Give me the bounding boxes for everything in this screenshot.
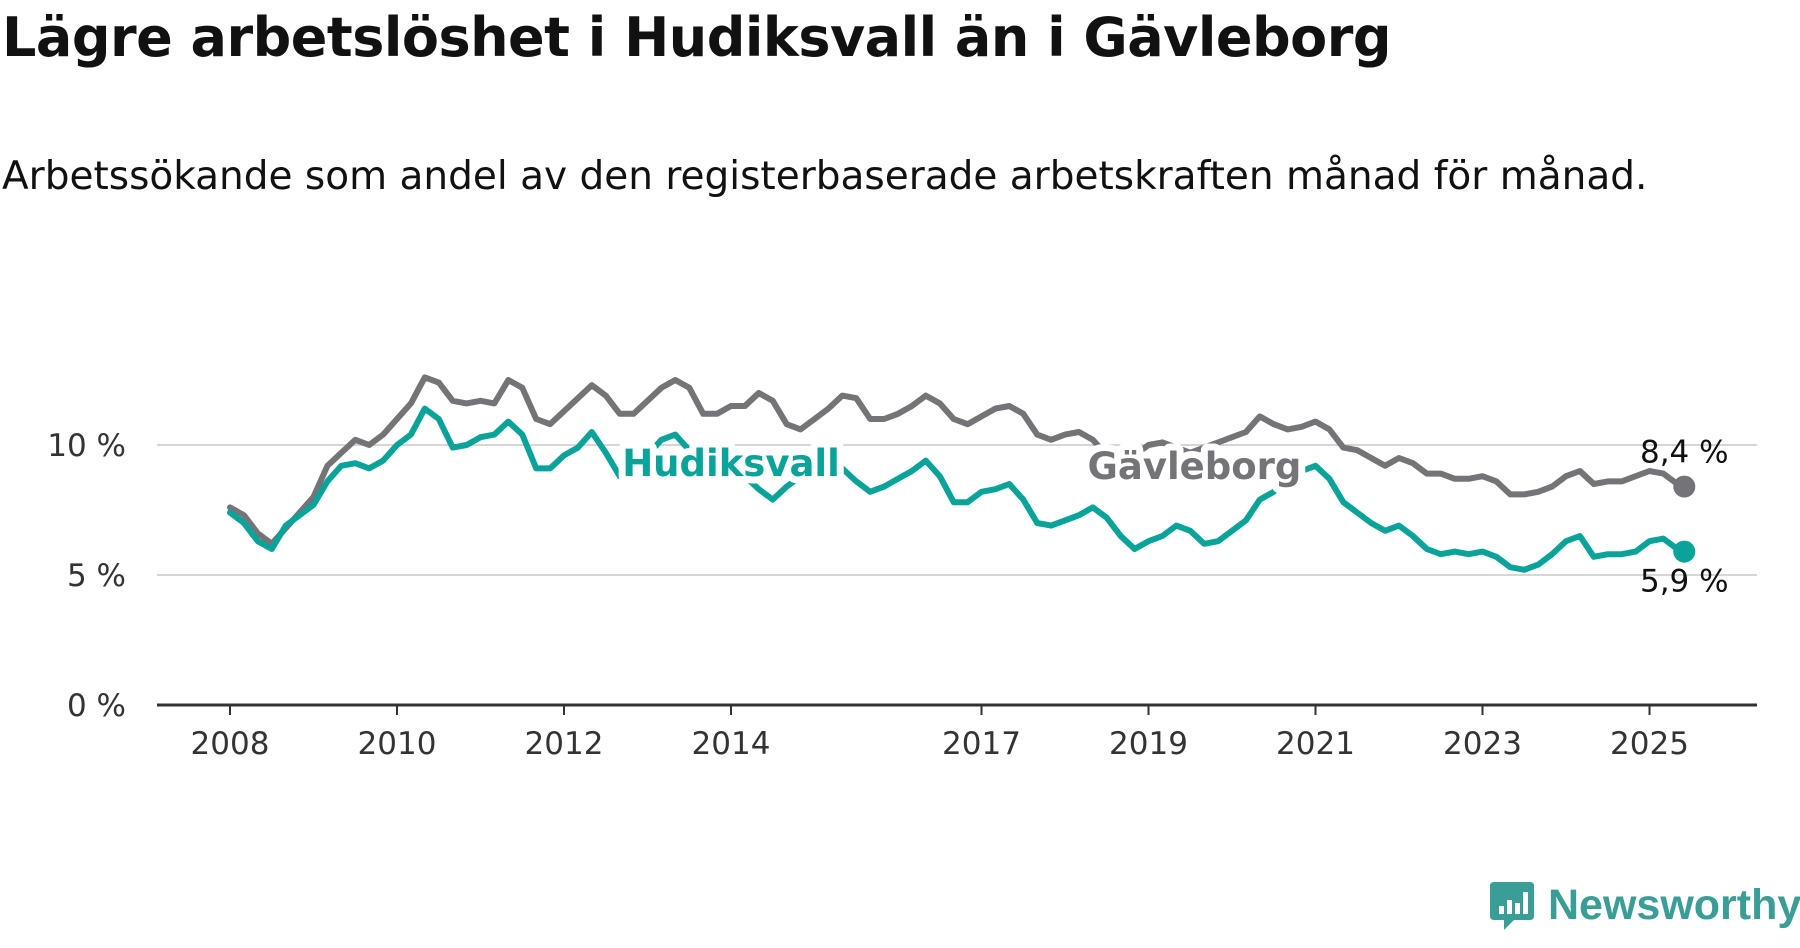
x-tick-label: 2017 <box>942 726 1021 762</box>
x-tick-label: 2025 <box>1610 726 1689 762</box>
end-value-label: 5,9 % <box>1640 564 1729 600</box>
x-tick-label: 2023 <box>1443 726 1522 762</box>
series-label-hudiksvall: Hudiksvall <box>622 442 840 485</box>
axes: 0 % 5 % 10 % 2008 2010 2012 2014 2017 2019 2021 20… <box>47 428 1757 762</box>
series-label-halo: Gävleborg <box>1087 445 1301 488</box>
series-label-halo: Hudiksvall <box>622 442 840 485</box>
newsworthy-logo-icon <box>1490 882 1534 930</box>
end-point-hudiksvall <box>1673 540 1696 563</box>
series-line-hudiksvall <box>227 405 1688 573</box>
chart-subtitle: Arbetssökande som andel av den registerb… <box>2 154 1648 199</box>
series-label-gävleborg: Gävleborg <box>1087 445 1301 488</box>
gridlines <box>157 444 1757 576</box>
x-tick-label: 2010 <box>358 726 437 762</box>
x-tick-label: 2008 <box>191 726 270 762</box>
end-value-label: 8,4 % <box>1640 435 1729 471</box>
x-tick-label: 2012 <box>525 726 604 762</box>
y-tick-label: 5 % <box>67 558 126 594</box>
y-tick-label: 10 % <box>47 428 126 464</box>
y-tick-label: 0 % <box>67 688 126 724</box>
x-tick-label: 2021 <box>1276 726 1355 762</box>
chart-title: Lägre arbetslöshet i Hudiksvall än i Gäv… <box>2 6 1392 69</box>
x-tick-label: 2014 <box>692 726 771 762</box>
logo-wordmark: Newsworthy <box>1548 880 1800 929</box>
newsworthy-logo: Newsworthy <box>1488 878 1800 932</box>
series-lines <box>227 374 1696 573</box>
x-tick-label: 2019 <box>1109 726 1188 762</box>
series-line-gävleborg <box>227 374 1688 547</box>
end-point-gävleborg <box>1673 475 1696 498</box>
line-chart: 0 % 5 % 10 % 2008 2010 2012 2014 2017 2019 2021 20… <box>47 374 1757 762</box>
